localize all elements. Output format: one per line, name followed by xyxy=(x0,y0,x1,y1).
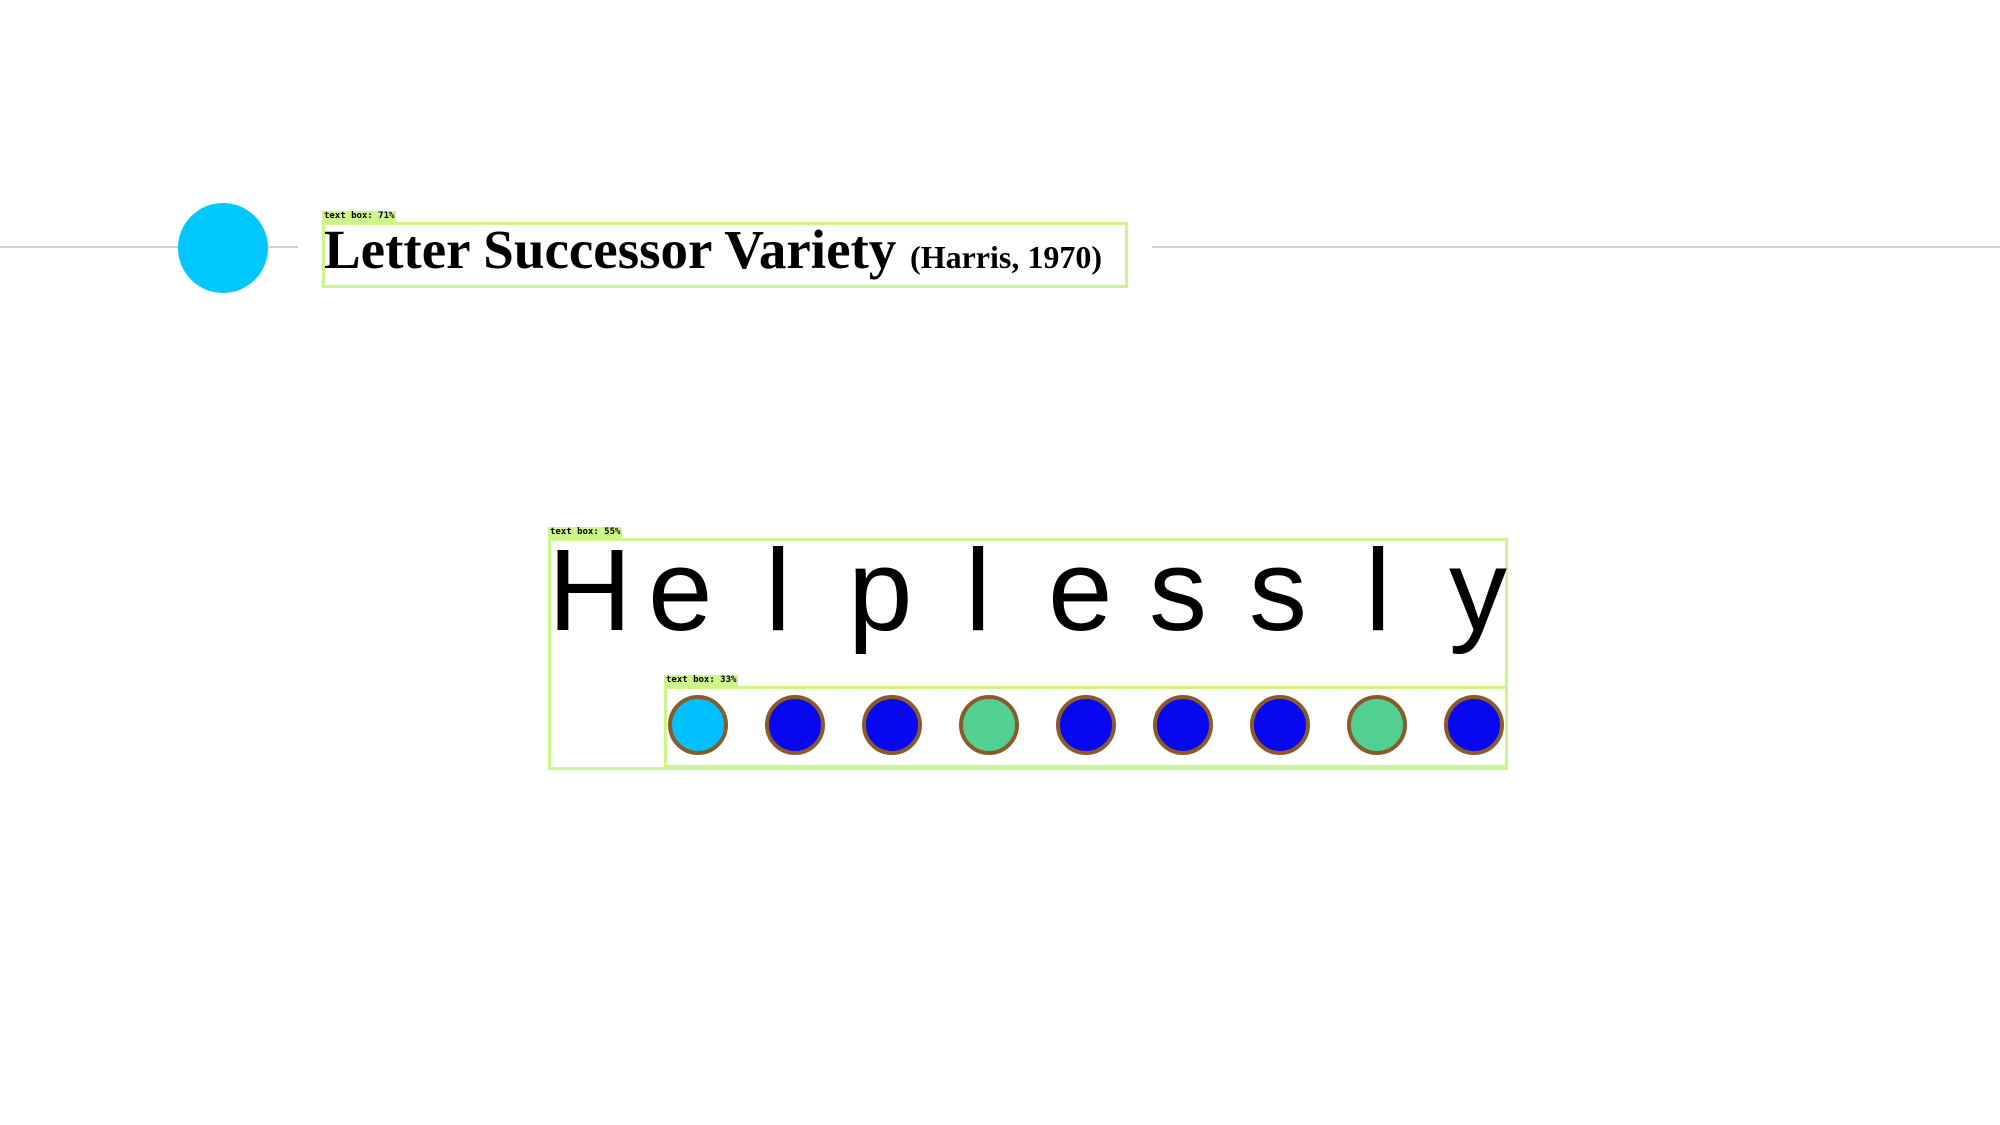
dots-detection-tag: text box: 33% xyxy=(664,675,739,686)
dots-detection-box xyxy=(664,686,1508,768)
title-bullet-circle xyxy=(178,203,268,293)
word-detection-box xyxy=(548,538,1508,770)
word-detection-tag: text box: 55% xyxy=(548,527,623,538)
word-letter: l xyxy=(1365,525,1391,655)
word-letter: e xyxy=(648,525,713,655)
title-rule-right xyxy=(1152,246,2000,248)
successor-dots xyxy=(668,691,1504,759)
successor-dot-blue xyxy=(1153,695,1213,755)
word-letter: e xyxy=(1048,525,1113,655)
title-detection-box xyxy=(322,222,1128,288)
word-letter: p xyxy=(848,525,913,655)
successor-dot-light-blue xyxy=(668,695,728,755)
word-letter: l xyxy=(765,525,791,655)
word-letter: s xyxy=(1249,525,1307,655)
successor-dot-blue xyxy=(765,695,825,755)
successor-dot-green xyxy=(1347,695,1407,755)
successor-dot-blue xyxy=(1444,695,1504,755)
word-letter: H xyxy=(548,525,632,655)
title-rule-left xyxy=(0,246,298,248)
word-letter: l xyxy=(965,525,991,655)
successor-dot-blue xyxy=(1056,695,1116,755)
successor-dot-green xyxy=(959,695,1019,755)
title-citation: (Harris, 1970) xyxy=(910,239,1102,275)
word-letter: y xyxy=(1449,525,1507,655)
successor-dot-blue xyxy=(1250,695,1310,755)
title-main: Letter Successor Variety xyxy=(324,219,897,280)
page-title: Letter Successor Variety (Harris, 1970) xyxy=(324,218,1102,289)
word-letter: s xyxy=(1149,525,1207,655)
title-detection-tag: text box: 71% xyxy=(322,211,397,222)
successor-dot-blue xyxy=(862,695,922,755)
